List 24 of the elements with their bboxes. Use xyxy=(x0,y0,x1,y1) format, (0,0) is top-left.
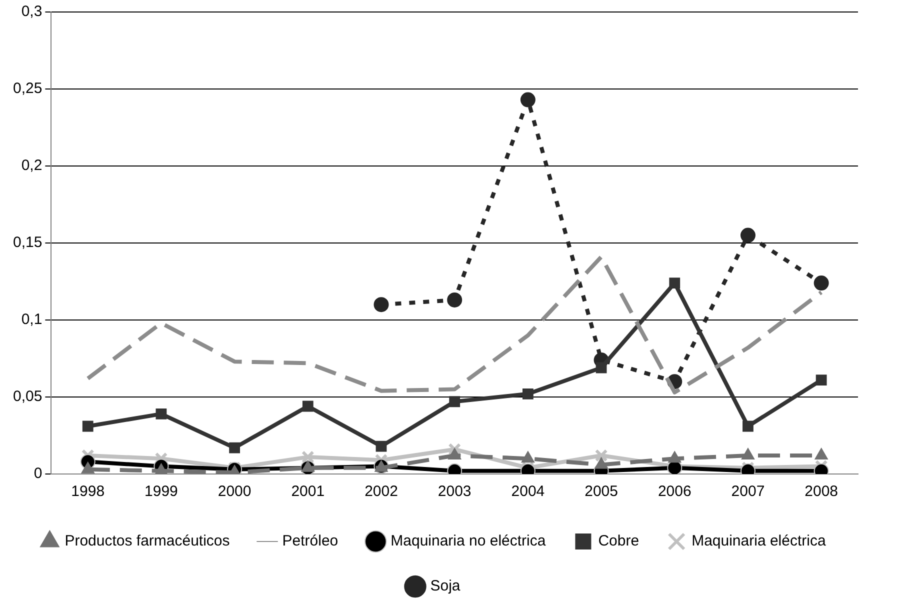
x-tick-label: 1998 xyxy=(71,483,105,500)
legend-label: Productos farmacéuticos xyxy=(64,532,230,550)
y-tick-label: 0,15 xyxy=(12,234,42,252)
y-tick-label: 0,1 xyxy=(21,311,42,328)
x-tick-label: 2006 xyxy=(658,483,692,500)
y-tick-label: 0,05 xyxy=(12,388,42,406)
legend-label: Maquinaria no eléctrica xyxy=(390,532,546,550)
x-tick-label: 2008 xyxy=(804,483,838,500)
x-tick-label: 2003 xyxy=(438,483,472,500)
x-tick-label: 2000 xyxy=(218,483,252,500)
legend-label: Soja xyxy=(430,578,461,595)
x-tick-label: 2007 xyxy=(731,483,765,500)
y-tick-label: 0,3 xyxy=(21,3,42,20)
x-tick-label: 1999 xyxy=(144,483,178,500)
legend-label: Maquinaria eléctrica xyxy=(692,532,826,550)
x-tick-label: 2004 xyxy=(511,483,545,500)
legend-label: Petróleo xyxy=(282,532,338,550)
x-tick-label: 2001 xyxy=(291,483,325,500)
legend-label: Cobre xyxy=(598,532,640,550)
y-tick-label: 0,2 xyxy=(21,157,42,174)
x-tick-label: 2005 xyxy=(584,483,618,500)
y-tick-label: 0 xyxy=(34,465,42,482)
x-tick-label: 2002 xyxy=(364,483,398,500)
y-tick-label: 0,25 xyxy=(12,80,42,98)
